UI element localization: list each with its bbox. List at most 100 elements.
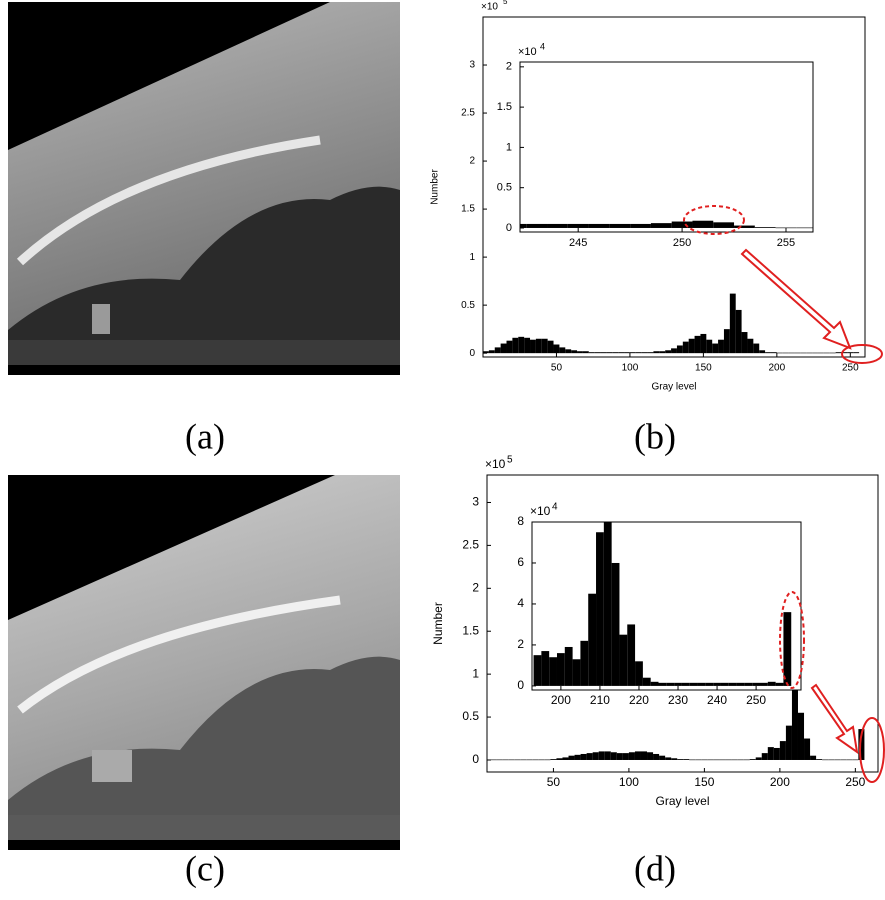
y-tick-label: 0 — [506, 222, 512, 234]
bar — [618, 352, 625, 354]
bar — [547, 223, 568, 228]
bars — [487, 687, 865, 761]
bar — [823, 352, 830, 354]
x-tick-label: 250 — [746, 693, 766, 707]
bar — [782, 352, 789, 354]
annotations — [683, 205, 885, 783]
bar — [689, 682, 698, 686]
bar — [712, 343, 719, 354]
bar — [616, 753, 623, 760]
bar — [775, 682, 784, 686]
bar — [562, 757, 569, 760]
bar — [580, 753, 587, 760]
bar — [544, 759, 551, 761]
bar — [571, 350, 578, 354]
bar — [580, 640, 589, 686]
bar — [755, 757, 762, 760]
bar — [797, 712, 805, 760]
bar — [541, 338, 548, 354]
bar — [681, 682, 690, 686]
histogram-chart: 0 0.5 1 1.5 2 245 250 255 ×10 4 — [497, 41, 814, 249]
photo-a — [8, 2, 400, 375]
bar — [744, 682, 753, 686]
bar — [647, 752, 654, 760]
bar — [526, 759, 533, 761]
bar — [520, 223, 527, 228]
bar — [776, 352, 783, 354]
bar — [694, 335, 701, 354]
bar — [658, 682, 667, 686]
bar — [588, 593, 597, 686]
x-tick-label: 100 — [619, 775, 639, 789]
bar — [556, 758, 563, 760]
bar — [506, 340, 513, 354]
y-tick-label: 1 — [469, 252, 475, 263]
bar — [804, 738, 811, 760]
bar — [535, 338, 542, 354]
bar — [718, 339, 724, 354]
bar — [677, 759, 684, 760]
x-tick-label: 200 — [551, 693, 571, 707]
bar — [671, 221, 693, 228]
bar — [817, 352, 824, 354]
bar — [816, 759, 823, 760]
bar — [713, 682, 721, 686]
bar — [665, 350, 672, 354]
y-scale-label: ×10 — [530, 504, 551, 518]
bar — [526, 223, 548, 228]
bar — [666, 682, 675, 686]
bar — [770, 352, 777, 354]
photo-c — [8, 475, 400, 850]
bar — [773, 747, 780, 760]
bars — [533, 522, 792, 686]
bar — [767, 681, 776, 686]
bar — [604, 751, 611, 760]
bar — [676, 345, 683, 354]
y-tick-label: 2 — [469, 156, 475, 167]
bar — [559, 347, 566, 354]
bar — [779, 741, 786, 760]
bar — [723, 329, 730, 354]
x-axis-label: Gray level — [651, 382, 696, 393]
bar — [853, 352, 860, 354]
bar — [634, 751, 641, 760]
y-tick-label: 0.5 — [497, 182, 512, 194]
x-tick-label: 245 — [569, 237, 587, 249]
bar — [603, 522, 612, 686]
bar — [622, 753, 629, 760]
y-tick-label: 1 — [472, 666, 479, 680]
bars — [520, 220, 813, 229]
y-tick-label: 3 — [472, 495, 479, 509]
bar — [490, 759, 497, 761]
bar — [553, 344, 560, 354]
bar — [688, 338, 695, 354]
bar — [765, 352, 771, 354]
y-axis-label: Number — [430, 169, 441, 205]
y-scale-exponent: 4 — [540, 41, 545, 51]
bar — [518, 336, 525, 354]
y-tick-label: 0.5 — [462, 709, 479, 723]
bar — [701, 759, 708, 761]
bar — [734, 225, 755, 228]
bar — [592, 752, 599, 760]
bar — [624, 352, 630, 354]
bar — [588, 352, 595, 354]
bar — [659, 755, 666, 760]
bar — [735, 309, 742, 354]
bar — [753, 343, 760, 354]
bar — [488, 350, 495, 354]
y-tick-label: 3 — [469, 60, 475, 71]
bar — [835, 352, 842, 354]
bar — [627, 624, 636, 686]
bar — [630, 223, 651, 228]
bar — [775, 227, 797, 229]
y-scale-label: ×10 — [485, 457, 506, 471]
bar — [707, 759, 714, 761]
bar — [577, 351, 583, 354]
bar — [841, 352, 848, 354]
y-tick-label: 2.5 — [461, 108, 475, 119]
x-tick-label: 220 — [629, 693, 649, 707]
caption: (d) — [634, 848, 676, 888]
bar — [512, 337, 519, 354]
